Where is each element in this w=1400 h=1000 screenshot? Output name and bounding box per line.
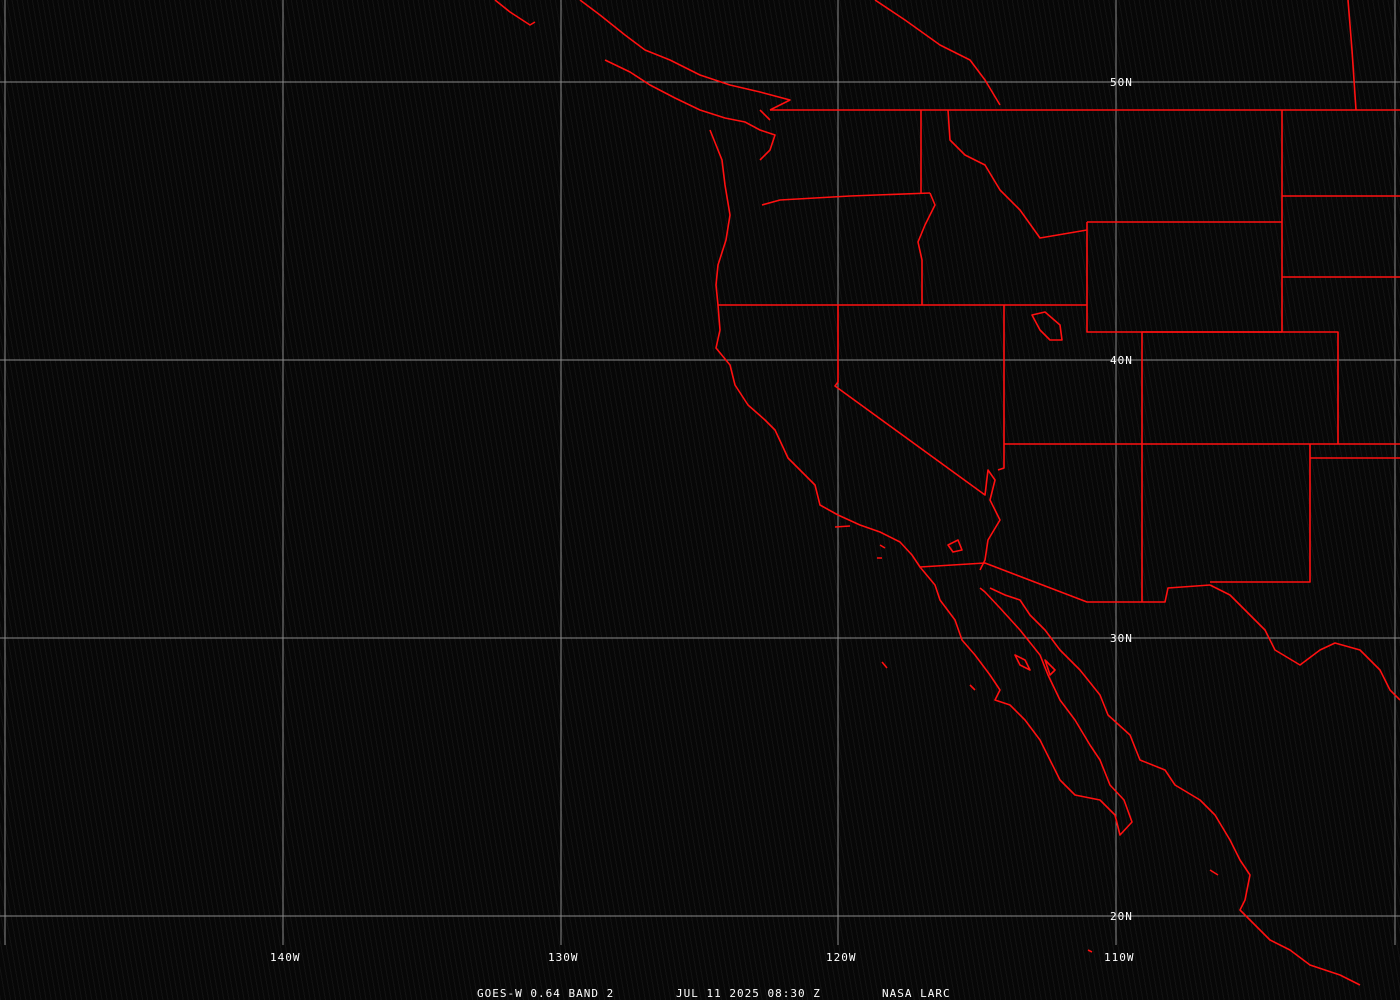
revillagigedo-islands [1087, 869, 1219, 953]
id-mt-border [947, 109, 1088, 239]
colorado [1142, 331, 1339, 444]
label-30n: 30N [1110, 632, 1133, 645]
nm-tx-border [1210, 444, 1400, 583]
coastline-west [709, 129, 1133, 836]
label-110w: 110W [1104, 951, 1135, 964]
channel-islands [834, 525, 886, 559]
us-mexico-border [919, 562, 1211, 603]
label-130w: 130W [548, 951, 579, 964]
ca-nv-border [834, 305, 1001, 571]
coastline-bc [494, 0, 791, 111]
bc-alberta-border [874, 0, 1001, 106]
caption-source: NASA LARC [882, 987, 951, 1000]
lat-lon-grid [0, 0, 1400, 945]
coastline-gulf [1209, 584, 1400, 701]
nv-ut-border [997, 305, 1005, 471]
grid-labels: 50N 40N 30N 20N 140W 130W 120W 110W [270, 76, 1135, 964]
gulf-islands [881, 654, 1056, 691]
label-140w: 140W [270, 951, 301, 964]
label-20n: 20N [1110, 910, 1133, 923]
boundaries [494, 0, 1400, 986]
vancouver-island [604, 59, 776, 161]
caption-datetime: JUL 11 2025 08:30 Z [676, 987, 821, 1000]
salton-sea [947, 539, 963, 553]
label-50n: 50N [1110, 76, 1133, 89]
great-salt-lake [1031, 311, 1063, 341]
dakota-borders [1282, 195, 1400, 278]
label-40n: 40N [1110, 354, 1133, 367]
montana-saskatchewan-line [1347, 0, 1357, 111]
caption: GOES-W 0.64 BAND 2 JUL 11 2025 08:30 Z N… [477, 987, 951, 1000]
caption-satellite: GOES-W 0.64 BAND 2 [477, 987, 614, 1000]
or-id-border [917, 192, 936, 305]
label-120w: 120W [826, 951, 857, 964]
wa-or-border [761, 192, 931, 206]
coastline-mexico-pacific [989, 587, 1361, 986]
